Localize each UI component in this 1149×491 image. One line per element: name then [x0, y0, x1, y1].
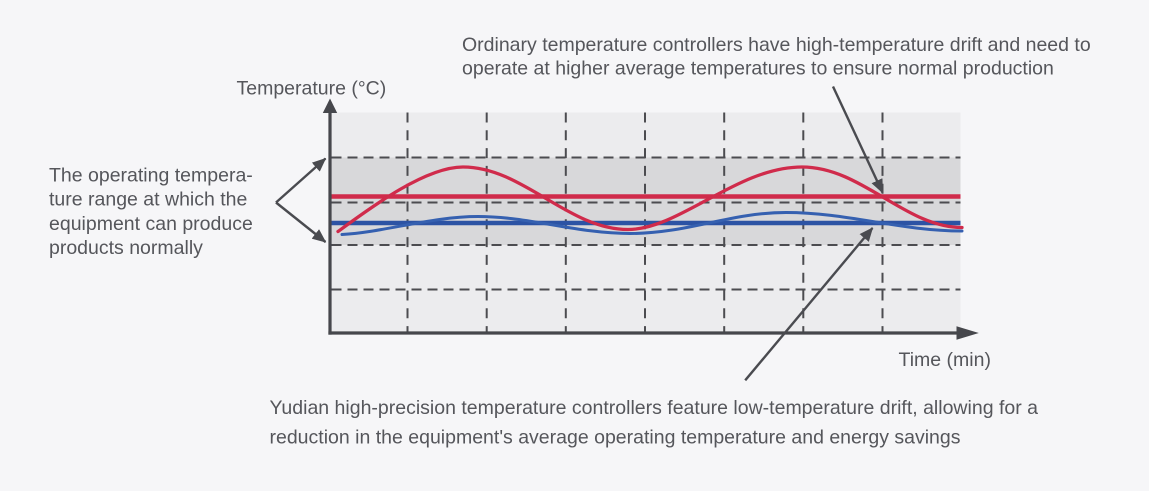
svg-text:equipment can produce: equipment can produce [49, 213, 253, 235]
svg-text:operate at higher average temp: operate at higher average temperatures t… [462, 58, 1054, 80]
svg-text:Time (min): Time (min) [899, 349, 991, 371]
svg-text:ture range at which the: ture range at which the [49, 189, 247, 211]
svg-text:products normally: products normally [49, 237, 203, 259]
svg-text:The operating tempera-: The operating tempera- [49, 164, 253, 186]
svg-text:Yudian high-precision temperat: Yudian high-precision temperature contro… [270, 397, 1039, 419]
svg-text:Temperature (°C): Temperature (°C) [237, 77, 387, 99]
svg-text:Ordinary temperature controlle: Ordinary temperature controllers have hi… [462, 34, 1091, 56]
svg-text:reduction in the equipment's a: reduction in the equipment's average ope… [270, 427, 961, 449]
